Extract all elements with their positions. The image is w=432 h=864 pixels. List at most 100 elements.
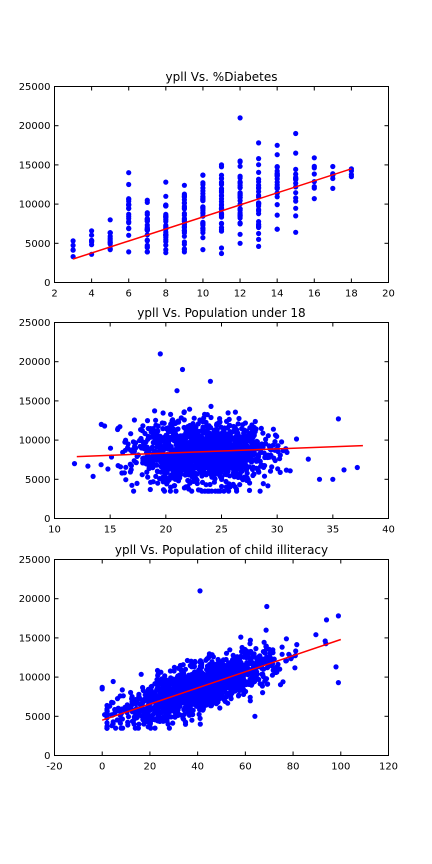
- data-point: [237, 240, 243, 246]
- data-point: [186, 478, 192, 484]
- data-point: [265, 433, 271, 439]
- data-point: [172, 483, 178, 489]
- data-point: [237, 185, 243, 191]
- data-point: [270, 426, 276, 432]
- data-point: [114, 696, 121, 702]
- data-point: [129, 482, 135, 488]
- y-tick-label: 20000: [19, 357, 51, 368]
- data-point: [140, 460, 146, 466]
- data-point: [158, 456, 164, 462]
- data-point: [237, 198, 243, 204]
- data-point: [330, 175, 336, 182]
- data-point: [185, 694, 191, 700]
- data-point: [207, 666, 214, 672]
- data-point: [223, 663, 229, 669]
- data-point: [237, 190, 243, 196]
- data-point: [277, 452, 283, 458]
- data-point: [218, 172, 225, 178]
- chart-population-under-18: ypll Vs. Population under 18 10 15 20 25 30 3…: [19, 306, 395, 536]
- data-point: [126, 249, 132, 255]
- y-tick-label: 5000: [25, 712, 50, 723]
- x-tick-label: 35: [326, 525, 339, 536]
- data-point: [168, 675, 174, 681]
- data-point: [283, 636, 289, 642]
- data-point: [271, 656, 277, 662]
- data-point: [123, 477, 129, 483]
- x-tick-label: 20: [144, 762, 157, 773]
- data-point: [207, 452, 213, 458]
- data-point: [224, 418, 230, 424]
- data-point: [225, 700, 231, 706]
- data-point: [213, 459, 220, 465]
- data-point: [264, 603, 270, 610]
- data-point: [348, 166, 354, 172]
- data-point: [105, 466, 111, 472]
- data-point: [221, 438, 227, 444]
- data-point: [236, 415, 242, 422]
- data-point: [238, 634, 244, 640]
- data-point: [126, 170, 132, 176]
- data-point: [167, 668, 173, 674]
- data-point: [263, 643, 269, 650]
- data-point: [251, 432, 257, 439]
- data-point: [198, 433, 204, 440]
- x-tick-label: 12: [234, 289, 247, 300]
- data-point: [197, 663, 203, 669]
- data-point: [231, 469, 237, 475]
- data-point: [113, 725, 119, 731]
- data-point: [272, 439, 278, 445]
- data-point: [204, 412, 210, 418]
- data-point: [152, 725, 158, 731]
- data-point: [144, 197, 150, 203]
- data-point: [235, 474, 241, 480]
- x-tick-label: 40: [191, 762, 204, 773]
- data-point: [236, 450, 242, 456]
- data-point: [172, 472, 178, 478]
- data-point: [311, 163, 317, 169]
- data-point: [274, 433, 280, 439]
- data-point: [134, 453, 140, 459]
- data-point: [133, 697, 139, 703]
- data-point: [70, 247, 76, 253]
- data-point: [256, 201, 262, 208]
- data-point: [164, 716, 170, 722]
- data-point: [237, 115, 243, 121]
- data-point: [167, 428, 174, 434]
- data-point: [252, 418, 258, 425]
- data-point: [200, 180, 206, 186]
- data-point: [119, 470, 125, 476]
- trend-line-group: [76, 444, 363, 458]
- data-point: [263, 436, 269, 442]
- data-point: [237, 158, 243, 164]
- data-point: [270, 647, 276, 653]
- data-point: [200, 206, 206, 212]
- data-point: [261, 463, 267, 469]
- data-point: [129, 718, 135, 724]
- data-point: [104, 720, 110, 726]
- data-point: [218, 468, 224, 474]
- chart-diabetes: ypll Vs. %Diabetes 2 4 6 8 10 12 14 16 18 20 0 5000…: [19, 70, 395, 300]
- x-tick-label: 2: [51, 289, 57, 300]
- data-point: [142, 430, 148, 437]
- data-point: [218, 695, 224, 701]
- data-point: [293, 213, 299, 219]
- data-point: [232, 678, 238, 684]
- data-point: [188, 467, 194, 473]
- data-point: [174, 680, 181, 686]
- data-point: [171, 664, 177, 670]
- data-point: [115, 463, 121, 469]
- data-point: [140, 423, 146, 429]
- data-point: [99, 686, 105, 692]
- data-point: [107, 445, 114, 451]
- x-tick-label: 10: [197, 289, 210, 300]
- data-point: [219, 483, 225, 490]
- data-point: [223, 650, 230, 656]
- data-point: [206, 488, 212, 494]
- data-point: [163, 218, 169, 224]
- data-point: [146, 464, 152, 470]
- data-point: [274, 664, 280, 670]
- data-point: [255, 453, 261, 460]
- data-point: [279, 439, 285, 445]
- data-point: [232, 425, 238, 431]
- data-point: [123, 464, 129, 470]
